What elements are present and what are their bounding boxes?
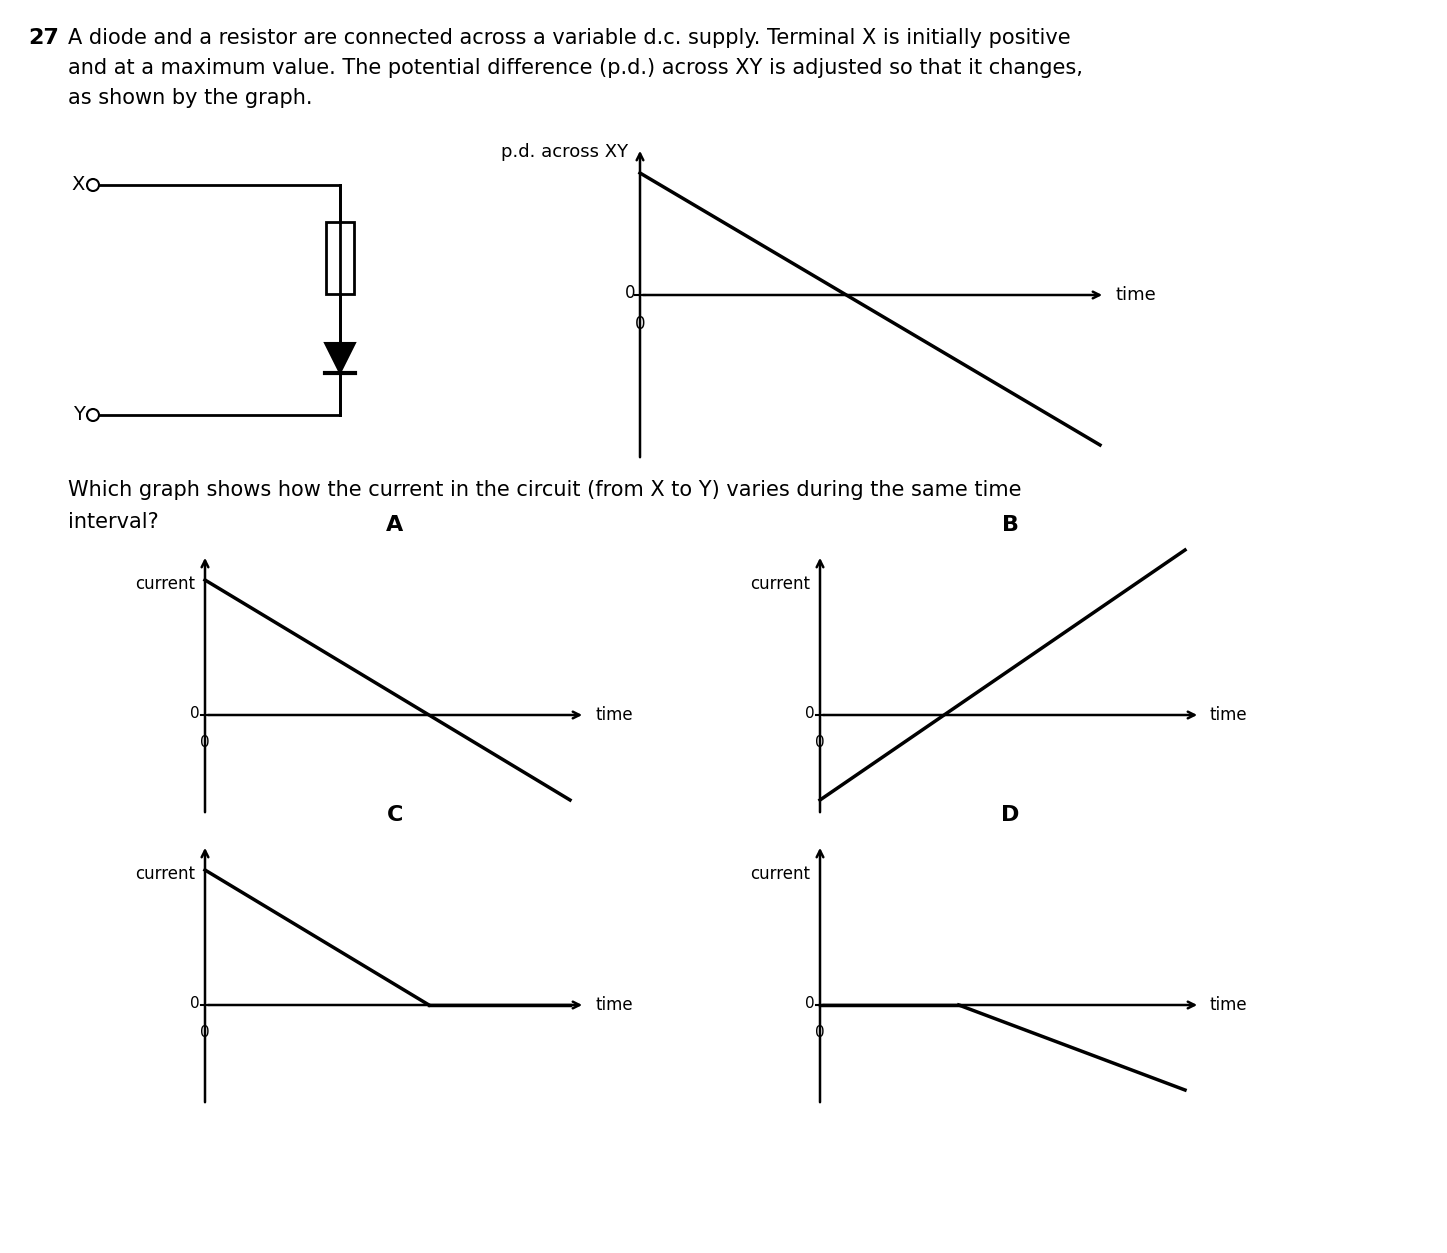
Text: 0: 0 <box>806 705 815 720</box>
Text: X: X <box>71 175 85 194</box>
Text: 0: 0 <box>815 1025 825 1040</box>
Text: time: time <box>1210 705 1247 724</box>
Text: and at a maximum value. The potential difference (p.d.) across XY is adjusted so: and at a maximum value. The potential di… <box>68 58 1082 78</box>
Text: B: B <box>1001 515 1019 535</box>
Text: time: time <box>1116 286 1156 304</box>
Text: 0: 0 <box>625 284 635 302</box>
Polygon shape <box>326 343 355 373</box>
Text: 0: 0 <box>815 736 825 751</box>
Text: Y: Y <box>74 406 85 425</box>
Text: 0: 0 <box>191 705 200 720</box>
Text: Which graph shows how the current in the circuit (from X to Y) varies during the: Which graph shows how the current in the… <box>68 480 1022 500</box>
Text: time: time <box>595 996 632 1014</box>
Text: D: D <box>1001 804 1019 824</box>
Text: p.d. across XY: p.d. across XY <box>501 143 628 160</box>
Text: A diode and a resistor are connected across a variable d.c. supply. Terminal X i: A diode and a resistor are connected acr… <box>68 28 1071 48</box>
Text: 0: 0 <box>200 1025 210 1040</box>
Text: 27: 27 <box>27 28 59 48</box>
Text: as shown by the graph.: as shown by the graph. <box>68 88 313 108</box>
Text: C: C <box>386 804 404 824</box>
Text: time: time <box>595 705 632 724</box>
Text: A: A <box>386 515 404 535</box>
Text: 0: 0 <box>191 995 200 1010</box>
Text: 0: 0 <box>635 315 645 333</box>
Text: current: current <box>750 865 810 883</box>
Text: current: current <box>750 575 810 593</box>
Text: time: time <box>1210 996 1247 1014</box>
Text: current: current <box>135 575 195 593</box>
Text: 0: 0 <box>806 995 815 1010</box>
Text: current: current <box>135 865 195 883</box>
Text: interval?: interval? <box>68 512 159 533</box>
Text: 0: 0 <box>200 736 210 751</box>
Bar <box>326 222 355 294</box>
